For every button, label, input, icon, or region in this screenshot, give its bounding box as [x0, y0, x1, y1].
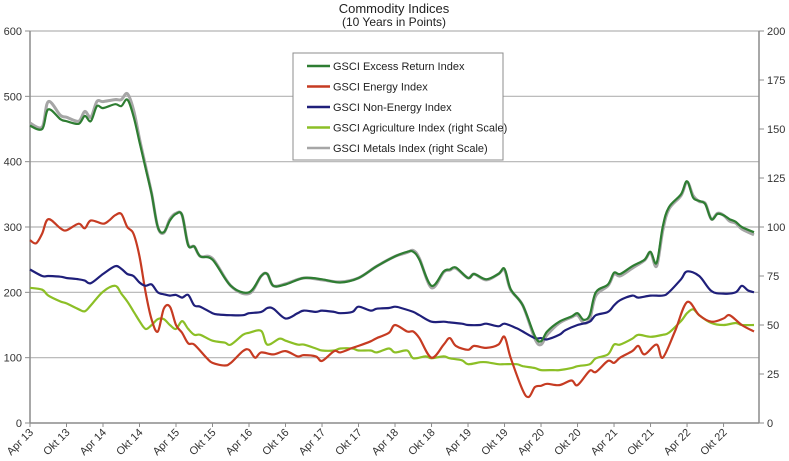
legend-label: GSCI Energy Index: [333, 82, 428, 94]
x-axis-tick-label: Apr 22: [662, 427, 693, 458]
x-axis-tick-label: Apr 15: [151, 427, 182, 458]
left-axis-tick-label: 0: [16, 418, 22, 430]
right-axis-tick-label: 25: [767, 369, 779, 381]
right-axis-tick-label: 150: [767, 124, 785, 136]
right-axis-tick-label: 200: [767, 26, 785, 38]
chart-title: Commodity Indices: [339, 1, 450, 16]
series-line-gsci-non-energy-index: [29, 264, 755, 341]
legend-label: GSCI Non-Energy Index: [333, 102, 452, 114]
right-axis-tick-label: 50: [767, 320, 779, 332]
right-axis-labels: 0 25 50 75 100 125 150 175 200: [767, 26, 785, 430]
x-axis-tick-label: Okt 13: [41, 427, 72, 458]
left-axis-tick-label: 600: [4, 26, 22, 38]
right-axis-tick-label: 175: [767, 75, 785, 87]
x-axis-tick-label: Apr 21: [589, 427, 620, 458]
axes: [29, 31, 760, 424]
right-axis-tick-label: 75: [767, 271, 779, 283]
legend-label: GSCI Agriculture Index (right Scale): [333, 123, 507, 135]
right-axis-tick-label: 125: [767, 173, 785, 185]
left-axis-tick-label: 100: [4, 353, 22, 365]
x-axis-tick-label: Apr 20: [516, 427, 547, 458]
series-lines: [29, 91, 755, 399]
left-axis-tick-label: 500: [4, 91, 22, 103]
x-axis-tick-label: Okt 17: [333, 427, 364, 458]
left-axis-tick-label: 200: [4, 287, 22, 299]
x-axis-tick-label: Apr 18: [370, 427, 401, 458]
x-axis-tick-label: Okt 22: [698, 427, 729, 458]
legend-label: GSCI Excess Return Index: [333, 61, 465, 73]
x-axis-tick-label: Okt 18: [406, 427, 437, 458]
x-axis-tick-label: Apr 14: [78, 427, 109, 458]
x-axis-labels: Apr 13 Okt 13 Apr 14 Okt 14 Apr 15 Okt 15 Apr …: [5, 423, 730, 458]
x-axis-tick-label: Okt 20: [552, 427, 583, 458]
left-axis-tick-label: 400: [4, 157, 22, 169]
x-axis-tick-label: Okt 19: [479, 427, 510, 458]
x-axis-tick-label: Apr 16: [224, 427, 255, 458]
x-axis-tick-label: Okt 15: [187, 427, 218, 458]
x-axis-tick-label: Okt 14: [114, 427, 145, 458]
left-axis-tick-label: 300: [4, 222, 22, 234]
series-line-gsci-agriculture-index-right-scale: [29, 284, 755, 372]
right-axis-tick-label: 100: [767, 222, 785, 234]
x-axis-tick-label: Okt 16: [260, 427, 291, 458]
x-axis-tick-label: Okt 21: [625, 427, 656, 458]
series-line-gsci-excess-return-index: [29, 98, 755, 343]
x-axis-tick-label: Apr 17: [297, 427, 328, 458]
legend: GSCI Excess Return Index GSCI Energy Inde…: [292, 52, 507, 161]
right-axis-tick-label: 0: [767, 418, 773, 430]
left-axis-labels: 0 100 200 300 400 500 600: [4, 26, 22, 430]
series-line-gsci-energy-index: [29, 212, 755, 399]
gridlines: [25, 30, 764, 424]
x-axis-tick-label: Apr 19: [443, 427, 474, 458]
x-axis-tick-label: Apr 13: [5, 427, 36, 458]
chart-subtitle: (10 Years in Points): [342, 15, 446, 29]
legend-label: GSCI Metals Index (right Scale): [333, 143, 488, 155]
